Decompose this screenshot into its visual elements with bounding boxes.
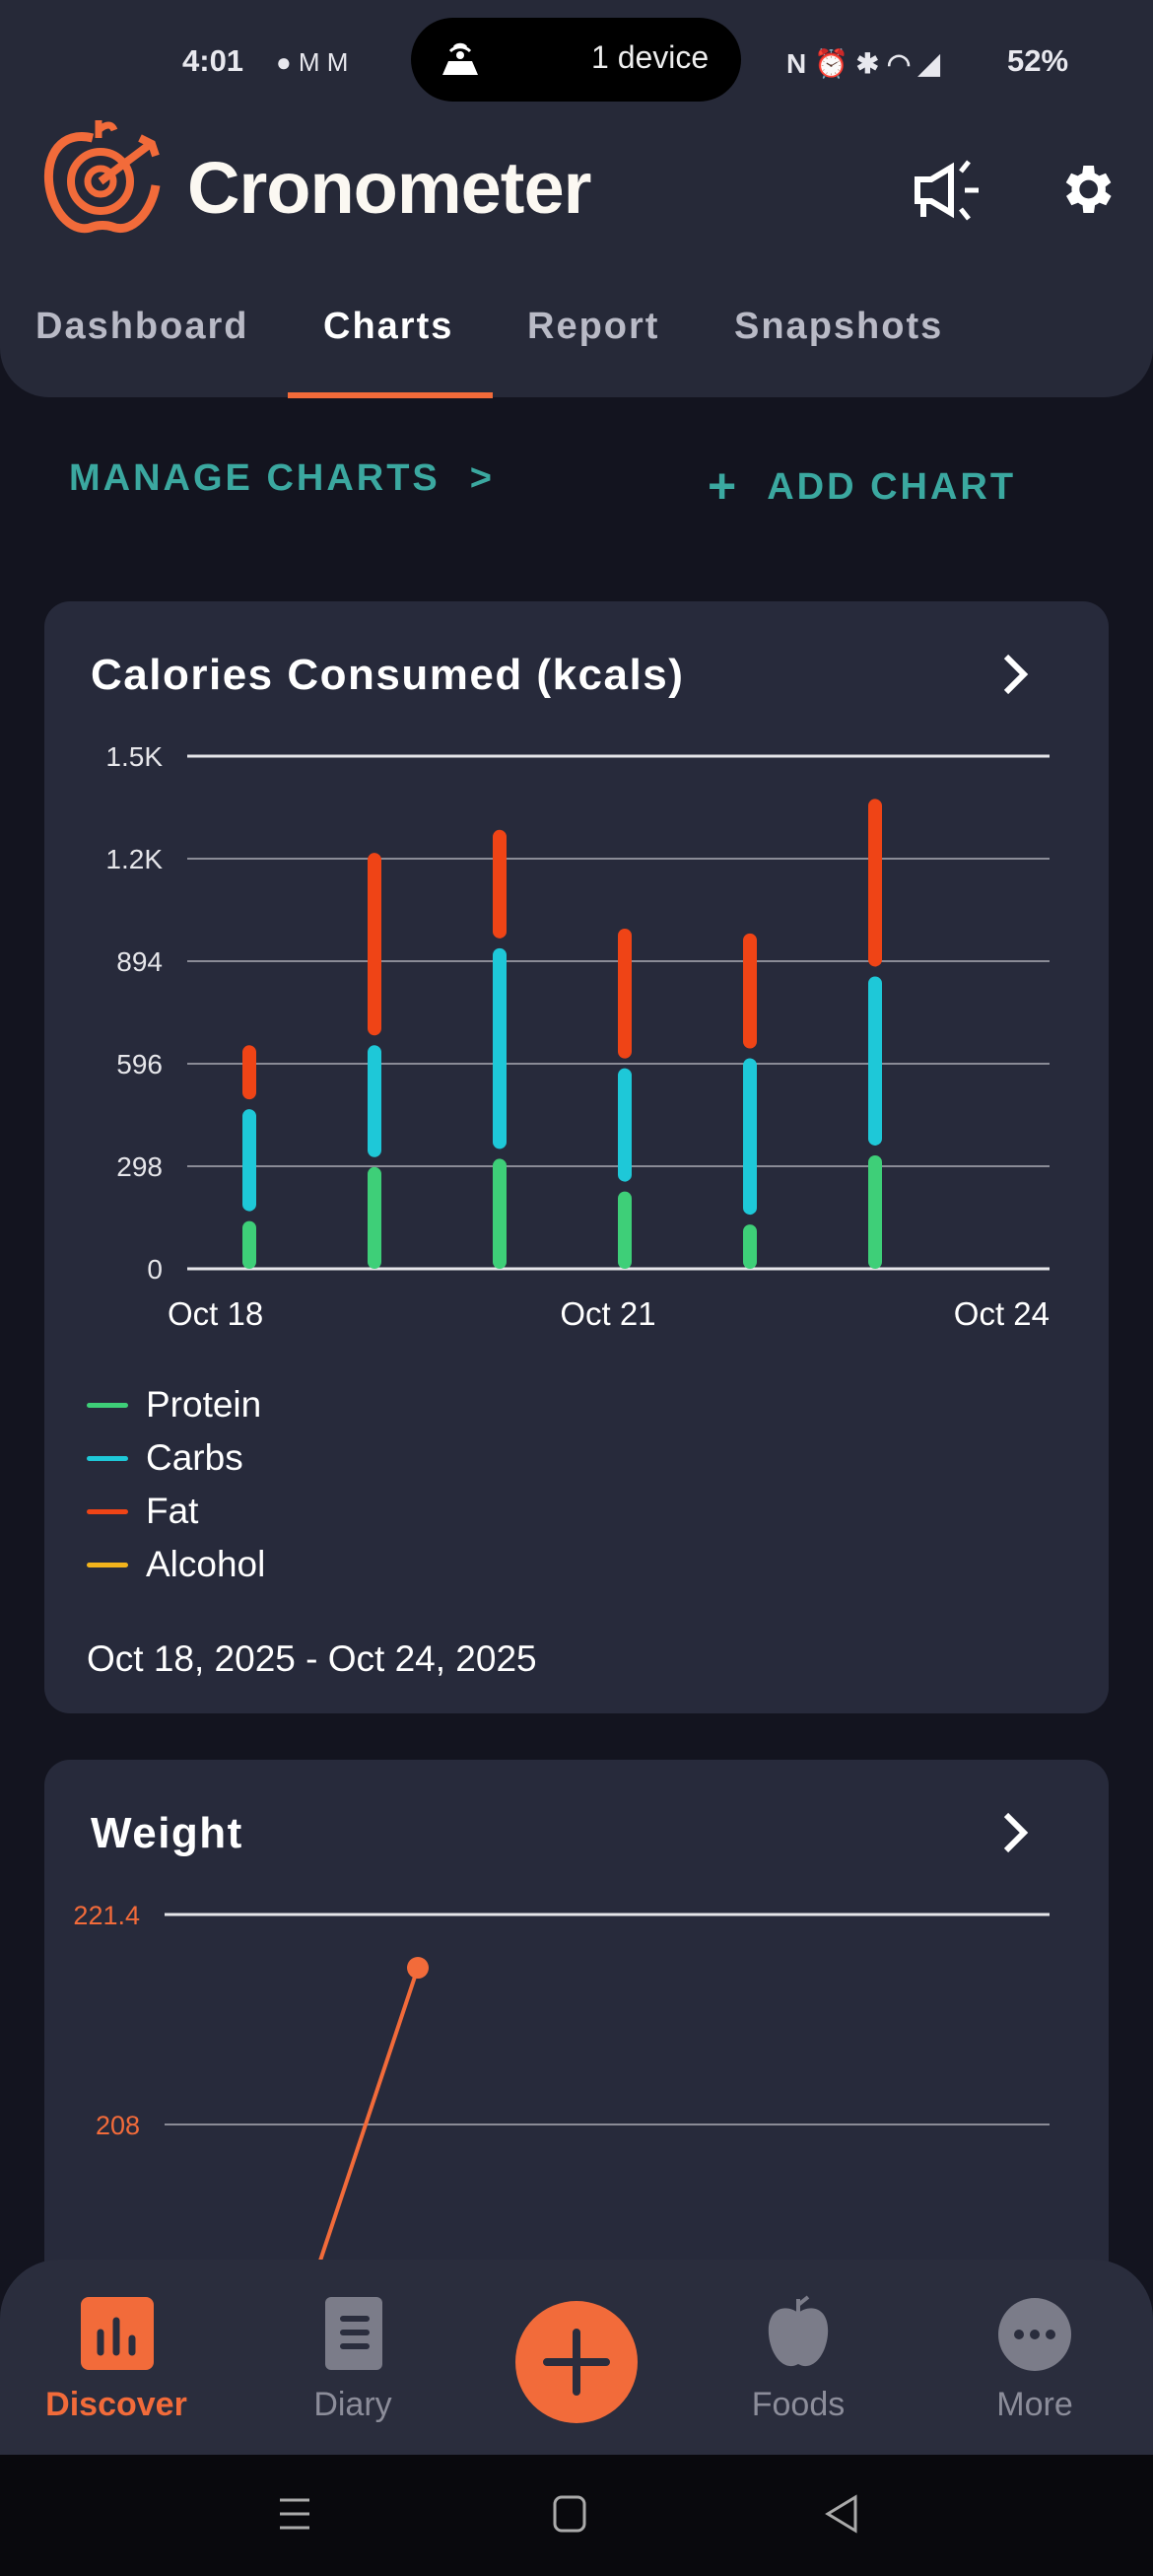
legend-label: Protein xyxy=(146,1384,262,1425)
chevron-right-icon[interactable] xyxy=(1000,1811,1030,1854)
calories-chart-card[interactable]: Calories Consumed (kcals) xyxy=(44,601,1109,1713)
legend-swatch xyxy=(87,1562,128,1567)
y-tick-label: 208 xyxy=(96,2111,140,2140)
device-count: 1 device xyxy=(591,39,710,75)
legend-label: Fat xyxy=(146,1491,199,1531)
chevron-right-icon[interactable] xyxy=(1000,653,1030,696)
calories-chart: 0 298 596 894 1.2K 1.5K Oct 18 Oct 21 Oct 24 xyxy=(105,741,1050,1332)
weight-line xyxy=(315,1967,420,2267)
device-pill[interactable]: 1 device xyxy=(411,18,741,102)
x-tick-label: Oct 24 xyxy=(954,1295,1050,1332)
legend-item-carbs: Carbs xyxy=(87,1437,243,1479)
nav-discover[interactable]: Discover xyxy=(18,2386,215,2424)
nav-label: More xyxy=(996,2386,1073,2423)
y-tick-label: 596 xyxy=(116,1049,163,1079)
nav-label: Diary xyxy=(313,2386,392,2423)
gear-icon[interactable] xyxy=(1054,158,1118,221)
weight-point xyxy=(407,1957,429,1980)
tab-report[interactable]: Report xyxy=(527,306,660,347)
cast-icon xyxy=(442,42,478,75)
legend-item-fat: Fat xyxy=(87,1491,198,1532)
tab-charts[interactable]: Charts xyxy=(323,306,454,347)
nav-label: Discover xyxy=(45,2386,187,2423)
chart-icon xyxy=(81,2297,154,2370)
legend-label: Alcohol xyxy=(146,1544,266,1584)
plus-icon: + xyxy=(708,458,740,514)
y-tick-label: 1.2K xyxy=(105,844,163,874)
y-tick-label: 298 xyxy=(116,1151,163,1182)
legend-label: Carbs xyxy=(146,1437,243,1478)
notification-icons: ● M M xyxy=(276,47,349,77)
notebook-icon xyxy=(325,2297,382,2370)
active-tab-indicator xyxy=(288,392,493,398)
cronometer-logo-icon xyxy=(43,120,161,234)
legend-swatch xyxy=(87,1402,128,1408)
tab-snapshots[interactable]: Snapshots xyxy=(734,306,944,347)
y-tick-label: 221.4 xyxy=(73,1901,140,1930)
battery-level: 52% xyxy=(1007,43,1069,78)
back-icon[interactable] xyxy=(824,2494,859,2534)
weight-chart: 221.4 208 xyxy=(73,1901,1050,2267)
more-icon xyxy=(998,2298,1071,2371)
add-entry-button[interactable] xyxy=(514,2300,639,2424)
system-status-icons: N ⏰ ✱ ◠ ◢ xyxy=(786,48,940,79)
system-nav-bar xyxy=(0,2455,1153,2576)
legend-swatch xyxy=(87,1455,128,1461)
legend-item-alcohol: Alcohol xyxy=(87,1544,265,1585)
legend-swatch xyxy=(87,1508,128,1514)
x-tick-label: Oct 21 xyxy=(560,1295,655,1332)
nav-label: Foods xyxy=(751,2386,846,2423)
nav-more[interactable]: More xyxy=(936,2386,1133,2424)
y-tick-label: 894 xyxy=(116,946,163,977)
chart-title: Calories Consumed (kcals) xyxy=(91,651,685,699)
add-chart-label: ADD CHART xyxy=(767,466,1017,508)
app-name: Cronometer xyxy=(187,147,591,229)
legend-item-protein: Protein xyxy=(87,1384,261,1426)
nav-foods[interactable]: Foods xyxy=(700,2386,897,2424)
manage-charts-label: MANAGE CHARTS xyxy=(69,457,441,499)
home-icon[interactable] xyxy=(552,2494,587,2534)
manage-charts-button[interactable]: MANAGE CHARTS > xyxy=(69,457,495,500)
nav-diary[interactable]: Diary xyxy=(254,2386,451,2424)
tab-dashboard[interactable]: Dashboard xyxy=(35,306,249,347)
chevron-right-icon: > xyxy=(469,457,495,499)
y-tick-label: 0 xyxy=(147,1254,163,1285)
add-chart-button[interactable]: + ADD CHART xyxy=(708,457,1016,515)
megaphone-icon[interactable] xyxy=(912,158,990,223)
x-tick-label: Oct 18 xyxy=(168,1295,263,1332)
date-range: Oct 18, 2025 - Oct 24, 2025 xyxy=(87,1638,537,1679)
chart-title: Weight xyxy=(91,1809,243,1857)
recents-icon[interactable] xyxy=(278,2496,311,2532)
apple-icon xyxy=(768,2295,829,2367)
status-time: 4:01 xyxy=(182,43,244,78)
y-tick-label: 1.5K xyxy=(105,741,163,772)
weight-chart-card[interactable]: Weight xyxy=(44,1760,1109,2351)
